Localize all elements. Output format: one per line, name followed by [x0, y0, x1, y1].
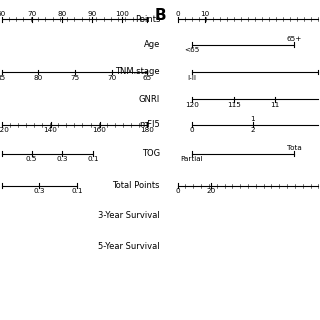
Text: 20: 20	[207, 188, 216, 194]
Text: I-II: I-II	[188, 75, 196, 81]
Text: 65+: 65+	[287, 36, 302, 42]
Text: TOG: TOG	[142, 149, 160, 158]
Text: 160: 160	[92, 127, 107, 133]
Text: Tota: Tota	[287, 145, 302, 151]
Text: 0: 0	[175, 188, 180, 194]
Text: 75: 75	[71, 75, 80, 81]
Text: 65: 65	[143, 75, 152, 81]
Text: 70: 70	[108, 75, 116, 81]
Text: Partial: Partial	[181, 156, 203, 162]
Text: 0: 0	[175, 11, 180, 17]
Text: 120: 120	[0, 127, 9, 133]
Text: 0: 0	[190, 127, 194, 133]
Text: 100: 100	[115, 11, 129, 17]
Text: 180: 180	[140, 127, 154, 133]
Text: 2: 2	[251, 127, 255, 133]
Text: 90: 90	[87, 11, 96, 17]
Text: 3-Year Survival: 3-Year Survival	[98, 212, 160, 220]
Text: 80: 80	[34, 75, 43, 81]
Text: B: B	[154, 8, 166, 23]
Text: GNRI: GNRI	[139, 95, 160, 104]
Text: 85: 85	[0, 75, 6, 81]
Text: mFI5: mFI5	[139, 120, 160, 129]
Text: 11: 11	[271, 102, 280, 108]
Text: Age: Age	[144, 40, 160, 49]
Text: <65: <65	[184, 47, 200, 53]
Text: 0.1: 0.1	[71, 188, 83, 194]
Text: 120: 120	[185, 102, 199, 108]
Text: 10: 10	[200, 11, 209, 17]
Text: 115: 115	[227, 102, 241, 108]
Text: 80: 80	[57, 11, 66, 17]
Text: 0.5: 0.5	[26, 156, 37, 162]
Text: 60: 60	[0, 11, 6, 17]
Text: 0.3: 0.3	[33, 188, 45, 194]
Text: Total Points: Total Points	[113, 181, 160, 190]
Text: 0.3: 0.3	[56, 156, 68, 162]
Text: 70: 70	[27, 11, 36, 17]
Text: 0.1: 0.1	[87, 156, 99, 162]
Text: Points: Points	[135, 15, 160, 24]
Text: 140: 140	[44, 127, 58, 133]
Text: 1: 1	[251, 116, 255, 122]
Text: 5-Year Survival: 5-Year Survival	[98, 242, 160, 251]
Text: TNM.stage: TNM.stage	[116, 68, 160, 76]
